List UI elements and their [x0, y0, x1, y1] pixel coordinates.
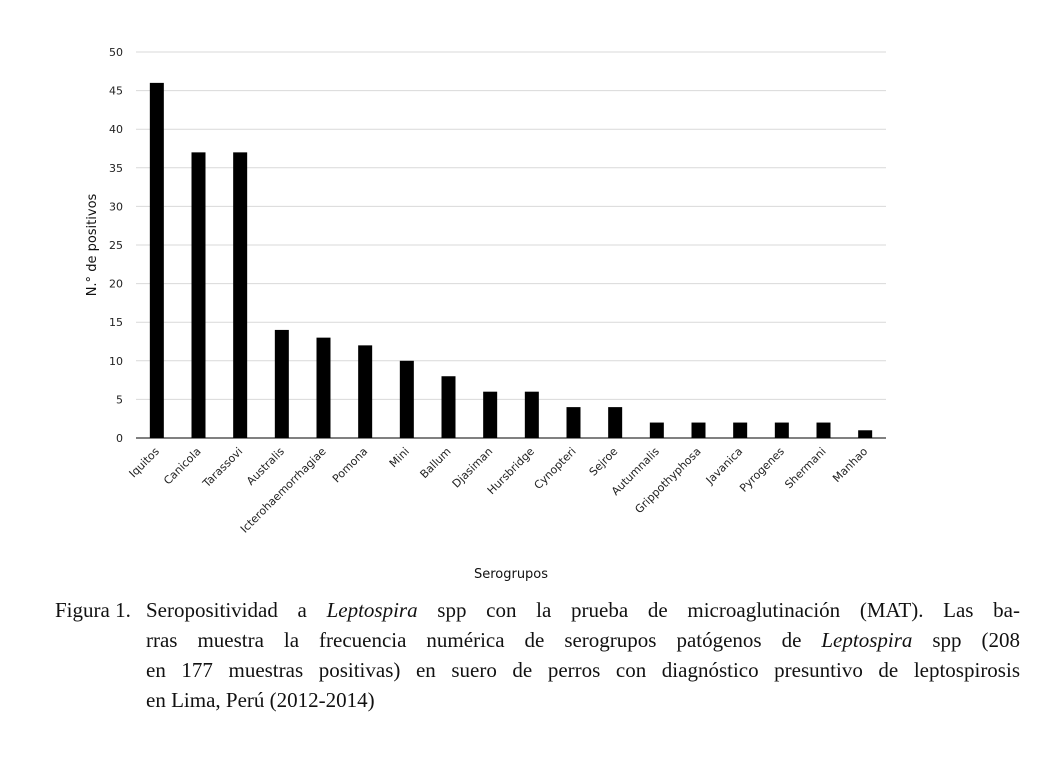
bar	[733, 422, 748, 438]
x-tick-label: Tarassovi	[200, 445, 246, 491]
bar	[691, 422, 706, 438]
bar	[274, 329, 289, 438]
x-tick-label: Australis	[244, 445, 287, 488]
caption-text-run: Seropositividad a	[146, 598, 327, 622]
y-tick-label: 45	[109, 85, 123, 98]
caption-text-run: spp con la prueba de microaglutinación (…	[417, 598, 1020, 622]
bar	[816, 422, 831, 438]
x-tick-label: Ballum	[417, 445, 453, 481]
x-tick-label: Canicola	[161, 445, 203, 487]
bar	[608, 407, 623, 438]
bar-chart: 0 5 10 15 20 25 30 35 40 45 50 Iquitos CanicolaTara…	[85, 46, 886, 582]
caption-text-run: en 177 muestras positivas) en suero de p…	[146, 658, 1020, 682]
bar	[483, 391, 498, 438]
y-tick-label: 10	[109, 355, 123, 368]
bar	[441, 376, 456, 438]
caption-line: Seropositividad a Leptospira spp con la …	[146, 595, 1020, 625]
x-tick-label: Pyrogenes	[737, 445, 787, 495]
x-tick-label: Icterohaemorrhagiae	[238, 445, 329, 536]
x-tick-labels: Iquitos CanicolaTarassoviAustralisIcteroh…	[127, 445, 871, 536]
y-tick-label: 15	[109, 316, 123, 329]
y-tick-label: 5	[116, 393, 123, 406]
caption-label: Figura 1.	[55, 598, 131, 622]
bar	[399, 360, 414, 438]
x-tick-label: Cynopteri	[532, 445, 579, 492]
x-axis-title: Serogrupos	[474, 567, 548, 582]
bar	[358, 345, 373, 438]
y-tick-label: 20	[109, 278, 123, 291]
bar	[233, 152, 248, 439]
caption-line: en 177 muestras positivas) en suero de p…	[146, 655, 1020, 685]
bar	[149, 82, 164, 438]
caption-text-run: spp (208	[912, 628, 1020, 652]
caption-text-run: rras muestra la frecuencia numérica de s…	[146, 628, 822, 652]
x-tick-label: Iquitos	[127, 445, 163, 481]
bar	[566, 407, 581, 438]
bar	[858, 430, 873, 438]
caption-text: Seropositividad a Leptospira spp con la …	[146, 595, 1020, 715]
caption-text-run: en Lima, Perú (2012-2014)	[146, 688, 375, 712]
x-tick-label: Sejroe	[587, 445, 621, 479]
caption-line: rras muestra la frecuencia numérica de s…	[146, 625, 1020, 655]
bar	[191, 152, 206, 439]
y-axis-title: N.° de positivos	[85, 193, 100, 296]
x-tick-label: Mini	[387, 445, 412, 470]
bar	[649, 422, 664, 438]
bar	[524, 391, 539, 438]
bar	[774, 422, 789, 438]
x-tick-label: Javanica	[703, 445, 745, 487]
bars	[149, 82, 873, 439]
y-tick-label: 40	[109, 123, 123, 136]
caption-italic-term: Leptospira	[326, 598, 418, 622]
bar	[316, 337, 331, 438]
y-tick-label: 35	[109, 162, 123, 175]
caption-italic-term: Leptospira	[821, 628, 913, 652]
y-tick-label: 50	[109, 46, 123, 59]
y-tick-labels: 0 5 10 15 20 25 30 35 40 45 50	[109, 46, 123, 445]
x-tick-label: Pomona	[330, 445, 370, 485]
caption-line: en Lima, Perú (2012-2014)	[146, 685, 1020, 715]
x-tick-label: Shermani	[782, 445, 828, 491]
y-tick-label: 30	[109, 200, 123, 213]
y-tick-label: 25	[109, 239, 123, 252]
gridlines	[136, 51, 886, 400]
x-tick-label: Manhao	[830, 445, 870, 485]
y-tick-label: 0	[116, 432, 123, 445]
